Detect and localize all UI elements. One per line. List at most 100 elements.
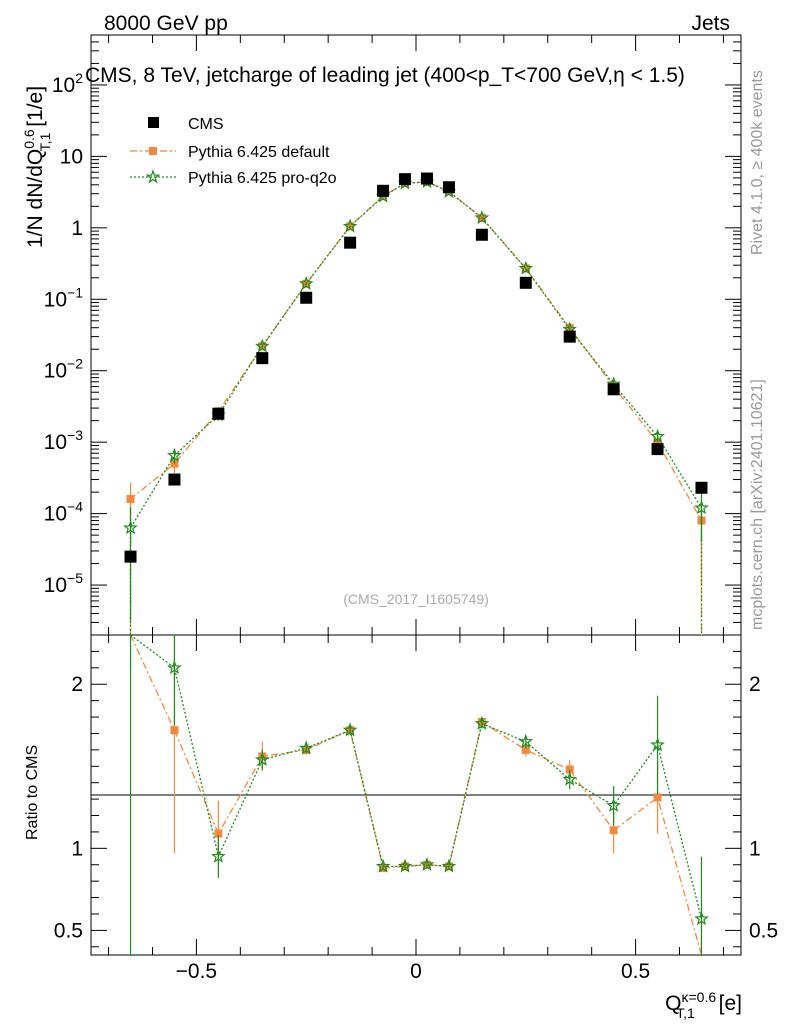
ratio-pythia-proq2o-point (650, 737, 665, 752)
pythia-proq2o-point (254, 338, 270, 353)
x-axis-label-sup: κ=0.6 (681, 989, 716, 1005)
mcplots-label: mcplots.cern.ch [arXiv:2401.10621] (749, 379, 766, 630)
y-axis-label-unit: [1/e] (24, 86, 47, 133)
x-axis-label-unit: [e] (713, 992, 742, 1015)
pythia-proq2o-point (167, 447, 182, 462)
cms-data-point (695, 481, 708, 494)
cms-data-point (519, 276, 532, 289)
analysis-watermark: (CMS_2017_I1605749) (343, 591, 489, 607)
ratio-pythia-proq2o-point (167, 660, 182, 675)
legend-default-marker (149, 147, 157, 155)
ratio-pythia-proq2o-point (694, 911, 709, 926)
cms-data-point (607, 383, 620, 396)
ratio-y-tick-label-right: 2 (749, 673, 761, 696)
pythia-proq2o-point (123, 520, 138, 535)
ratio-pythia-proq2o-line (130, 634, 703, 920)
pythia-default-point (126, 495, 135, 504)
cms-data-point (212, 407, 225, 420)
cms-data-point (651, 443, 664, 456)
ratio-y-tick-label-left: 0.5 (54, 919, 83, 942)
ratio-pythia-proq2o-point (419, 856, 435, 871)
legend-cms-marker (148, 117, 159, 128)
ratio-pythia-proq2o-point (474, 715, 490, 730)
ratio-pythia-default-point (521, 745, 530, 754)
pythia-proq2o (123, 174, 709, 635)
y-tick-label: 10 (60, 145, 83, 168)
pythia-proq2o-point (298, 275, 314, 290)
legend-default-label: Pythia 6.425 default (188, 144, 330, 161)
chart-title: CMS, 8 TeV, jetcharge of leading jet (40… (85, 64, 685, 87)
cms-data-point (377, 184, 390, 197)
pythia-proq2o-point (474, 210, 490, 225)
cms-data-point (399, 173, 412, 186)
y-tick-label: 10−2 (44, 356, 84, 383)
y-tick-label-base: 1 (71, 217, 83, 240)
y-axis-label-sup: 0.6 (21, 129, 37, 149)
pythia-default (126, 177, 706, 635)
ratio-y-tick-label-left: 2 (71, 673, 83, 696)
y-tick-label-exp: 2 (75, 70, 83, 86)
ratio-y-tick-label-left: 1 (71, 837, 83, 860)
pythia-proq2o-point (518, 260, 534, 275)
y-tick-label-exp: −4 (67, 499, 83, 515)
ratio-pythia-default-point (653, 793, 662, 802)
energy-label: 8000 GeV pp (104, 12, 228, 35)
pythia-default-line (129, 181, 703, 635)
ratio-pythia-proq2o-point (518, 734, 534, 748)
y-tick-label-exp: −5 (67, 570, 83, 586)
cms-data-point (563, 330, 576, 343)
y-axis-label: 1/N dN/dQ0.6T,1 [1/e] (21, 86, 53, 248)
cms-data-point (420, 172, 433, 185)
y-tick-label-base: 10 (44, 288, 67, 311)
rivet-version-label: Rivet 4.1.0, ≥ 400k events (749, 70, 766, 255)
ratio-pythia-proq2o-point (606, 797, 621, 812)
y-tick-label-base: 10 (44, 574, 67, 597)
y-tick-label: 10−1 (44, 284, 84, 311)
ratio-pythia-proq2o-point (397, 858, 413, 873)
cms-data-point (168, 473, 181, 486)
ratio-pythia-default-point (170, 726, 179, 735)
cms-data-point (256, 352, 269, 365)
y-tick-label-base: 10 (52, 74, 75, 97)
cms-data-point (475, 228, 488, 241)
legend: CMS Pythia 6.425 default Pythia 6.425 pr… (130, 116, 337, 187)
process-label: Jets (691, 12, 730, 35)
ratio-pythia-proq2o-point (298, 740, 314, 755)
pythia-proq2o-line (129, 181, 703, 635)
cms-data-point (344, 236, 357, 249)
ratio-pythia-default-point (214, 829, 223, 838)
ratio-series (129, 634, 709, 956)
cms-data (124, 172, 708, 563)
y-tick-label: 10−5 (44, 570, 84, 597)
x-tick-labels: −0.5 0 0.5 (176, 960, 651, 983)
legend-cms-label: CMS (188, 116, 224, 133)
pythia-proq2o-point (342, 218, 358, 233)
y-tick-label: 10−3 (44, 427, 84, 454)
y-tick-label: 102 (52, 70, 83, 97)
ratio-y-axis-label: Ratio to CMS (24, 745, 41, 840)
ratio-pythia-default-point (609, 826, 618, 835)
ratio-pythia-proq2o-point (342, 722, 358, 737)
ratio-pythia-proq2o-point (441, 858, 457, 873)
x-tick-label: 0.5 (621, 960, 650, 983)
legend-proq2o-marker (145, 169, 161, 184)
legend-proq2o-label: Pythia 6.425 pro-q2o (188, 170, 337, 187)
data-series (123, 172, 709, 635)
x-tick-label: −0.5 (176, 960, 217, 983)
y-tick-label-exp: −1 (67, 284, 83, 300)
cms-data-point (124, 550, 137, 563)
pythia-proq2o-point (650, 428, 665, 443)
y-tick-label-base: 10 (60, 145, 83, 168)
y-tick-label: 1 (71, 217, 83, 240)
ratio-pythia-proq2o-point (254, 751, 270, 767)
ratio-y-tick-label-right: 0.5 (749, 919, 778, 942)
y-axis-label-main: 1/N dN/dQ (24, 149, 47, 248)
x-axis-label-main: Q (665, 992, 681, 1015)
ratio-pythia-proq2o-point (375, 858, 391, 873)
y-axis-label-sub: T,1 (37, 132, 53, 151)
y-tick-label: 10−4 (44, 499, 84, 526)
y-tick-label-base: 10 (44, 503, 67, 526)
cms-data-point (442, 181, 455, 194)
